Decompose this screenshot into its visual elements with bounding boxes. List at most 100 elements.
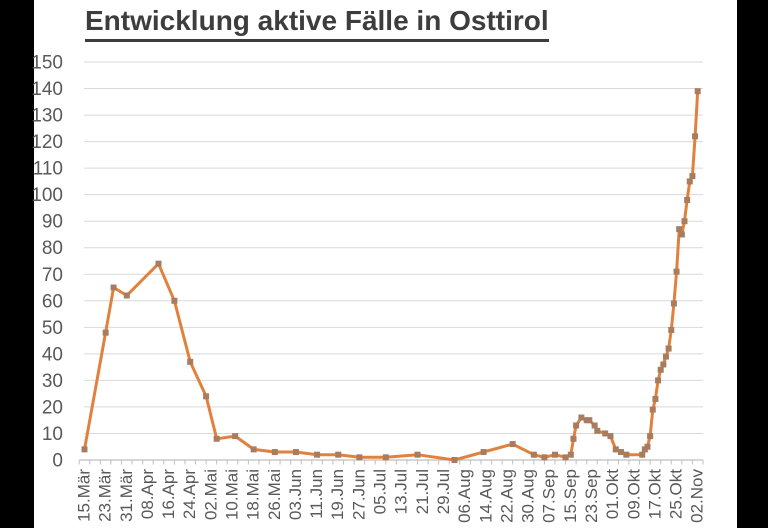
- x-tick-label: 09.Okt: [624, 469, 643, 519]
- data-markers: [81, 88, 701, 463]
- x-tick-label: 17.Okt: [645, 469, 664, 519]
- data-point-marker: [203, 393, 210, 400]
- data-point-marker: [570, 435, 577, 442]
- y-tick-label: 10: [42, 424, 63, 445]
- data-point-marker: [187, 358, 194, 365]
- data-point-marker: [335, 451, 342, 458]
- data-point-marker: [480, 449, 487, 456]
- y-tick-label: 40: [42, 344, 63, 365]
- x-tick-label: 15.Mär: [75, 469, 94, 522]
- x-tick-label: 05.Jul: [371, 469, 390, 514]
- data-point-marker: [676, 226, 683, 233]
- data-point-marker: [602, 430, 609, 437]
- data-point-marker: [655, 377, 662, 384]
- x-axis: [78, 459, 704, 465]
- data-point-marker: [551, 451, 558, 458]
- x-tick-label: 08.Apr: [138, 469, 157, 519]
- x-tick-label: 30.Aug: [519, 469, 538, 523]
- y-tick-label: 110: [33, 159, 63, 180]
- data-point-marker: [414, 451, 421, 458]
- x-tick-label: 01.Okt: [603, 469, 622, 519]
- data-point-marker: [665, 345, 672, 352]
- data-line: [83, 89, 700, 462]
- data-point-marker: [81, 446, 88, 453]
- data-point-marker: [673, 268, 680, 275]
- data-point-marker: [567, 451, 574, 458]
- y-tick-label: 90: [42, 212, 63, 233]
- chart-card: [34, 0, 737, 528]
- x-tick-label: 18.Mai: [244, 469, 263, 520]
- x-tick-label: 03.Jun: [286, 469, 305, 520]
- data-point-marker: [451, 457, 458, 463]
- data-point-marker: [562, 454, 569, 461]
- data-point-marker: [594, 427, 601, 434]
- data-point-marker: [618, 449, 625, 456]
- data-point-marker: [382, 454, 389, 461]
- x-tick-label: 02.Nov: [688, 469, 707, 523]
- x-tick-label: 31.Mär: [117, 469, 136, 522]
- chart-title: Entwicklung aktive Fälle in Osttirol: [85, 5, 549, 42]
- x-tick-label: 14.Aug: [476, 469, 495, 523]
- data-point-marker: [250, 446, 257, 453]
- data-point-marker: [292, 449, 299, 456]
- x-tick-label: 02.Mai: [201, 469, 220, 520]
- data-point-marker: [578, 414, 585, 421]
- data-point-marker: [644, 443, 651, 450]
- data-point-marker: [649, 406, 656, 413]
- data-point-marker: [623, 451, 630, 458]
- data-point-marker: [591, 422, 598, 429]
- y-tick-label: 70: [42, 265, 63, 286]
- data-point-marker: [686, 178, 693, 185]
- x-tick-label: 26.Mai: [265, 469, 284, 520]
- x-tick-label: 11.Jun: [307, 469, 326, 519]
- data-point-marker: [684, 196, 691, 203]
- data-point-marker: [314, 451, 321, 458]
- y-tick-label: 120: [31, 132, 63, 153]
- data-point-marker: [356, 454, 363, 461]
- y-tick-label: 100: [31, 185, 63, 206]
- x-tick-label: 21.Jul: [413, 469, 432, 514]
- y-tick-label: 0: [52, 451, 63, 472]
- data-point-marker: [662, 353, 669, 360]
- data-point-marker: [123, 292, 130, 299]
- gridlines: [84, 61, 703, 434]
- y-tick-label: 130: [31, 106, 63, 127]
- x-tick-label: 27.Jun: [349, 469, 368, 520]
- data-point-marker: [660, 361, 667, 368]
- x-tick-label: 23.Mär: [96, 469, 115, 522]
- data-point-marker: [678, 231, 685, 238]
- data-point-marker: [573, 422, 580, 429]
- x-tick-label: 29.Jul: [434, 469, 453, 514]
- data-point-marker: [171, 297, 178, 304]
- data-point-marker: [102, 329, 109, 336]
- y-axis-labels: 0 10 20 30 40 50 60 70 80 90 100 110 120 130 140 150: [31, 53, 63, 472]
- x-tick-label: 06.Aug: [455, 469, 474, 523]
- x-tick-label: 22.Aug: [497, 469, 516, 523]
- x-tick-label: 19.Jun: [328, 469, 347, 520]
- data-point-marker: [509, 441, 516, 448]
- data-point-marker: [607, 433, 614, 440]
- data-point-marker: [232, 433, 239, 440]
- data-point-marker: [670, 300, 677, 307]
- y-tick-label: 140: [31, 79, 63, 100]
- x-tick-label: 25.Okt: [667, 469, 686, 519]
- x-tick-label: 16.Apr: [159, 469, 178, 519]
- y-tick-label: 30: [42, 371, 63, 392]
- data-point-marker: [213, 435, 220, 442]
- x-tick-label: 13.Jul: [392, 469, 411, 514]
- x-tick-label: 15.Sep: [561, 469, 580, 523]
- data-point-marker: [681, 218, 688, 225]
- data-point-marker: [530, 451, 537, 458]
- data-point-marker: [694, 88, 701, 95]
- data-point-marker: [155, 260, 162, 267]
- data-point-marker: [110, 284, 117, 291]
- data-point-marker: [652, 395, 659, 402]
- data-point-marker: [586, 417, 593, 424]
- data-point-marker: [612, 446, 619, 453]
- x-tick-label: 24.Apr: [180, 469, 199, 519]
- y-tick-label: 80: [42, 238, 63, 259]
- data-point-marker: [692, 133, 699, 140]
- y-tick-label: 50: [42, 318, 63, 339]
- data-point-marker: [541, 454, 548, 461]
